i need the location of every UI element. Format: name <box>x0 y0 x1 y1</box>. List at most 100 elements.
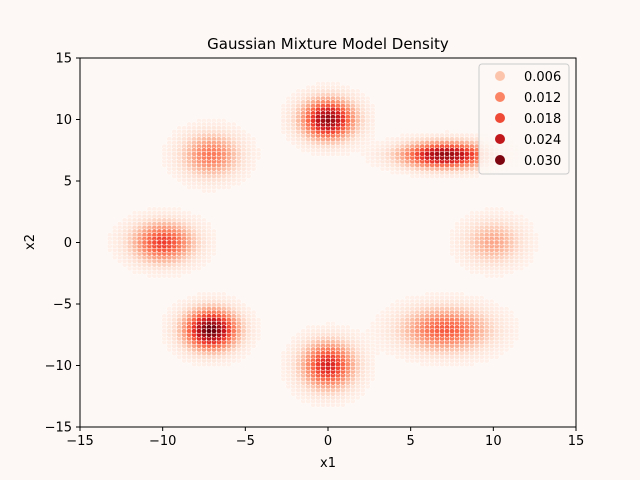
density-point <box>478 239 485 246</box>
density-point <box>330 361 336 368</box>
density-point <box>364 151 371 157</box>
density-point <box>191 328 197 334</box>
density-point <box>384 151 391 157</box>
y-tick-label: 15 <box>55 52 72 67</box>
legend-label: 0.018 <box>524 112 561 127</box>
density-point <box>240 151 247 157</box>
density-point <box>171 239 178 246</box>
x-tick-label: −5 <box>236 434 255 449</box>
y-tick-label: −15 <box>45 421 72 436</box>
y-tick-label: 0 <box>64 236 72 251</box>
density-point <box>459 239 465 246</box>
density-point <box>394 328 401 334</box>
density-point <box>295 361 302 368</box>
density-point <box>459 151 465 157</box>
density-point <box>255 151 262 157</box>
density-point <box>186 239 192 246</box>
density-point <box>126 239 133 246</box>
x-axis-label: x1 <box>320 456 336 471</box>
density-point <box>300 361 307 368</box>
density-point <box>181 239 188 246</box>
legend-marker <box>495 134 505 144</box>
density-point <box>429 151 436 157</box>
density-point <box>216 328 222 334</box>
y-tick-label: −10 <box>45 359 72 374</box>
density-point <box>295 117 302 124</box>
density-point <box>335 117 341 124</box>
density-point <box>201 239 207 246</box>
y-tick-label: 10 <box>55 113 72 128</box>
x-axis-ticks: −15 −10 −5 0 5 10 15 <box>66 427 584 449</box>
density-point <box>434 151 440 157</box>
density-point <box>409 328 416 334</box>
density-point <box>310 117 316 124</box>
density-point <box>235 151 242 157</box>
legend-marker <box>495 92 505 102</box>
density-point <box>285 361 292 368</box>
density-point <box>201 151 207 157</box>
density-point <box>225 151 232 157</box>
density-point <box>344 117 351 124</box>
y-tick-label: 5 <box>64 175 72 190</box>
density-point <box>374 151 381 157</box>
density-point <box>364 117 371 124</box>
density-point <box>449 151 455 157</box>
density-point <box>166 328 173 334</box>
density-point <box>473 239 480 246</box>
density-points <box>106 80 540 408</box>
density-point <box>513 239 520 246</box>
density-point <box>225 328 232 334</box>
density-point <box>196 239 202 246</box>
density-point <box>493 328 500 334</box>
density-point <box>181 151 188 157</box>
density-point <box>354 361 361 368</box>
density-point <box>151 239 158 246</box>
density-point <box>300 117 307 124</box>
density-point <box>533 239 540 246</box>
density-point <box>121 239 128 246</box>
density-point <box>369 361 376 368</box>
x-tick-label: 15 <box>568 434 585 449</box>
density-point <box>191 151 197 157</box>
density-point <box>315 361 321 368</box>
density-point <box>186 328 192 334</box>
density-point <box>206 239 212 246</box>
density-point <box>131 239 138 246</box>
density-point <box>245 151 252 157</box>
density-point <box>280 361 287 368</box>
x-tick-label: −10 <box>149 434 176 449</box>
density-point <box>325 117 331 124</box>
density-point <box>488 239 495 246</box>
density-point <box>310 361 316 368</box>
density-point <box>166 151 173 157</box>
density-point <box>181 328 188 334</box>
y-axis-label: x2 <box>23 234 38 250</box>
density-point <box>349 117 356 124</box>
density-point <box>508 328 515 334</box>
density-point <box>518 239 525 246</box>
x-tick-label: 0 <box>324 434 332 449</box>
legend: 0.006 0.012 0.018 0.024 0.030 <box>478 63 570 175</box>
density-point <box>335 361 341 368</box>
density-point <box>290 361 297 368</box>
density-point <box>454 328 460 334</box>
density-point <box>255 328 262 334</box>
density-point <box>230 328 237 334</box>
density-point <box>359 117 366 124</box>
density-point <box>196 151 202 157</box>
density-point <box>186 151 192 157</box>
density-point <box>116 239 123 246</box>
density-point <box>305 361 312 368</box>
density-point <box>399 151 406 157</box>
density-point <box>369 151 376 157</box>
density-point <box>404 151 411 157</box>
density-point <box>369 117 376 124</box>
density-point <box>206 151 212 157</box>
density-point <box>305 117 312 124</box>
density-point <box>379 151 386 157</box>
density-point <box>454 239 460 246</box>
density-point <box>498 328 505 334</box>
density-point <box>389 151 396 157</box>
density-point <box>245 328 252 334</box>
density-point <box>211 239 217 246</box>
